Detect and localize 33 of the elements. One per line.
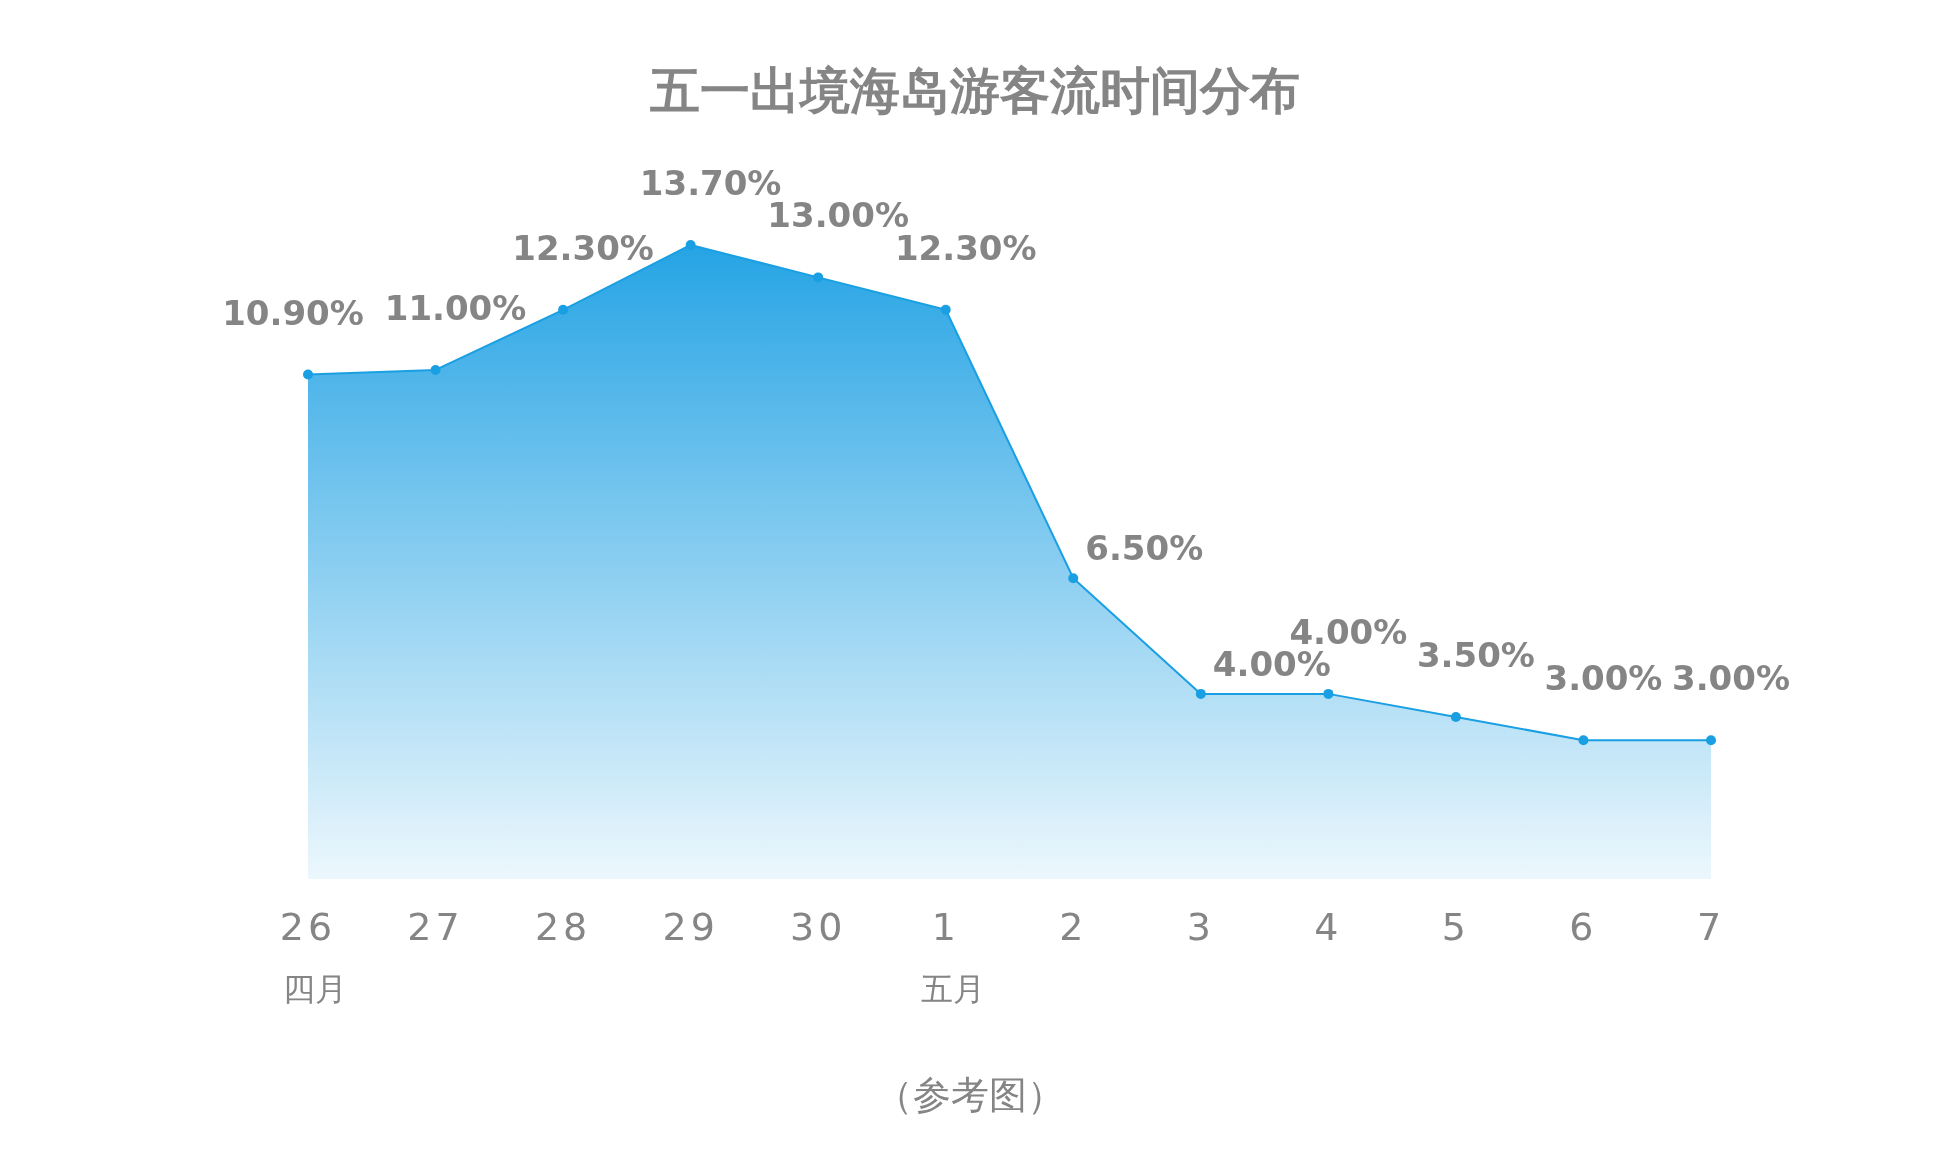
point	[1195, 688, 1206, 699]
point	[940, 304, 951, 315]
data-label: 11.00%	[384, 287, 527, 328]
point	[685, 240, 696, 250]
data-label: 3.00%	[1672, 658, 1790, 699]
point	[813, 272, 824, 283]
point	[1706, 735, 1716, 746]
x-tick-label: 4	[1314, 905, 1343, 949]
point	[430, 364, 441, 375]
text: （参考图）	[875, 1073, 1065, 1117]
x-tick-label: 3	[1186, 905, 1215, 949]
data-label: 3.50%	[1416, 635, 1535, 676]
x-tick-label: 2	[1059, 905, 1088, 949]
data-label: 12.30%	[512, 227, 654, 268]
x-tick-label: 28	[534, 905, 592, 949]
data-label: 6.50%	[1085, 528, 1204, 569]
x-tick-label: 5	[1441, 905, 1470, 949]
point	[303, 369, 313, 380]
x-tick-label: 1 五月	[920, 905, 985, 1008]
point	[1323, 688, 1334, 699]
point	[1450, 712, 1461, 723]
data-label: 3.00%	[1544, 658, 1663, 699]
x-tick-label: 6	[1569, 905, 1598, 949]
data-label: 10.90%	[222, 292, 364, 333]
x-tick-label: 7	[1696, 905, 1726, 949]
x-tick-label: 26 四月	[279, 905, 347, 1008]
point	[558, 304, 569, 315]
x-tick-label: 30	[790, 905, 847, 949]
chart-title: 五一出境海岛游客流时间分布	[649, 62, 1300, 120]
x-tick-label: 29	[662, 905, 719, 949]
point	[1068, 573, 1079, 584]
point	[1578, 735, 1589, 746]
x-tick-label: 27	[407, 905, 464, 949]
